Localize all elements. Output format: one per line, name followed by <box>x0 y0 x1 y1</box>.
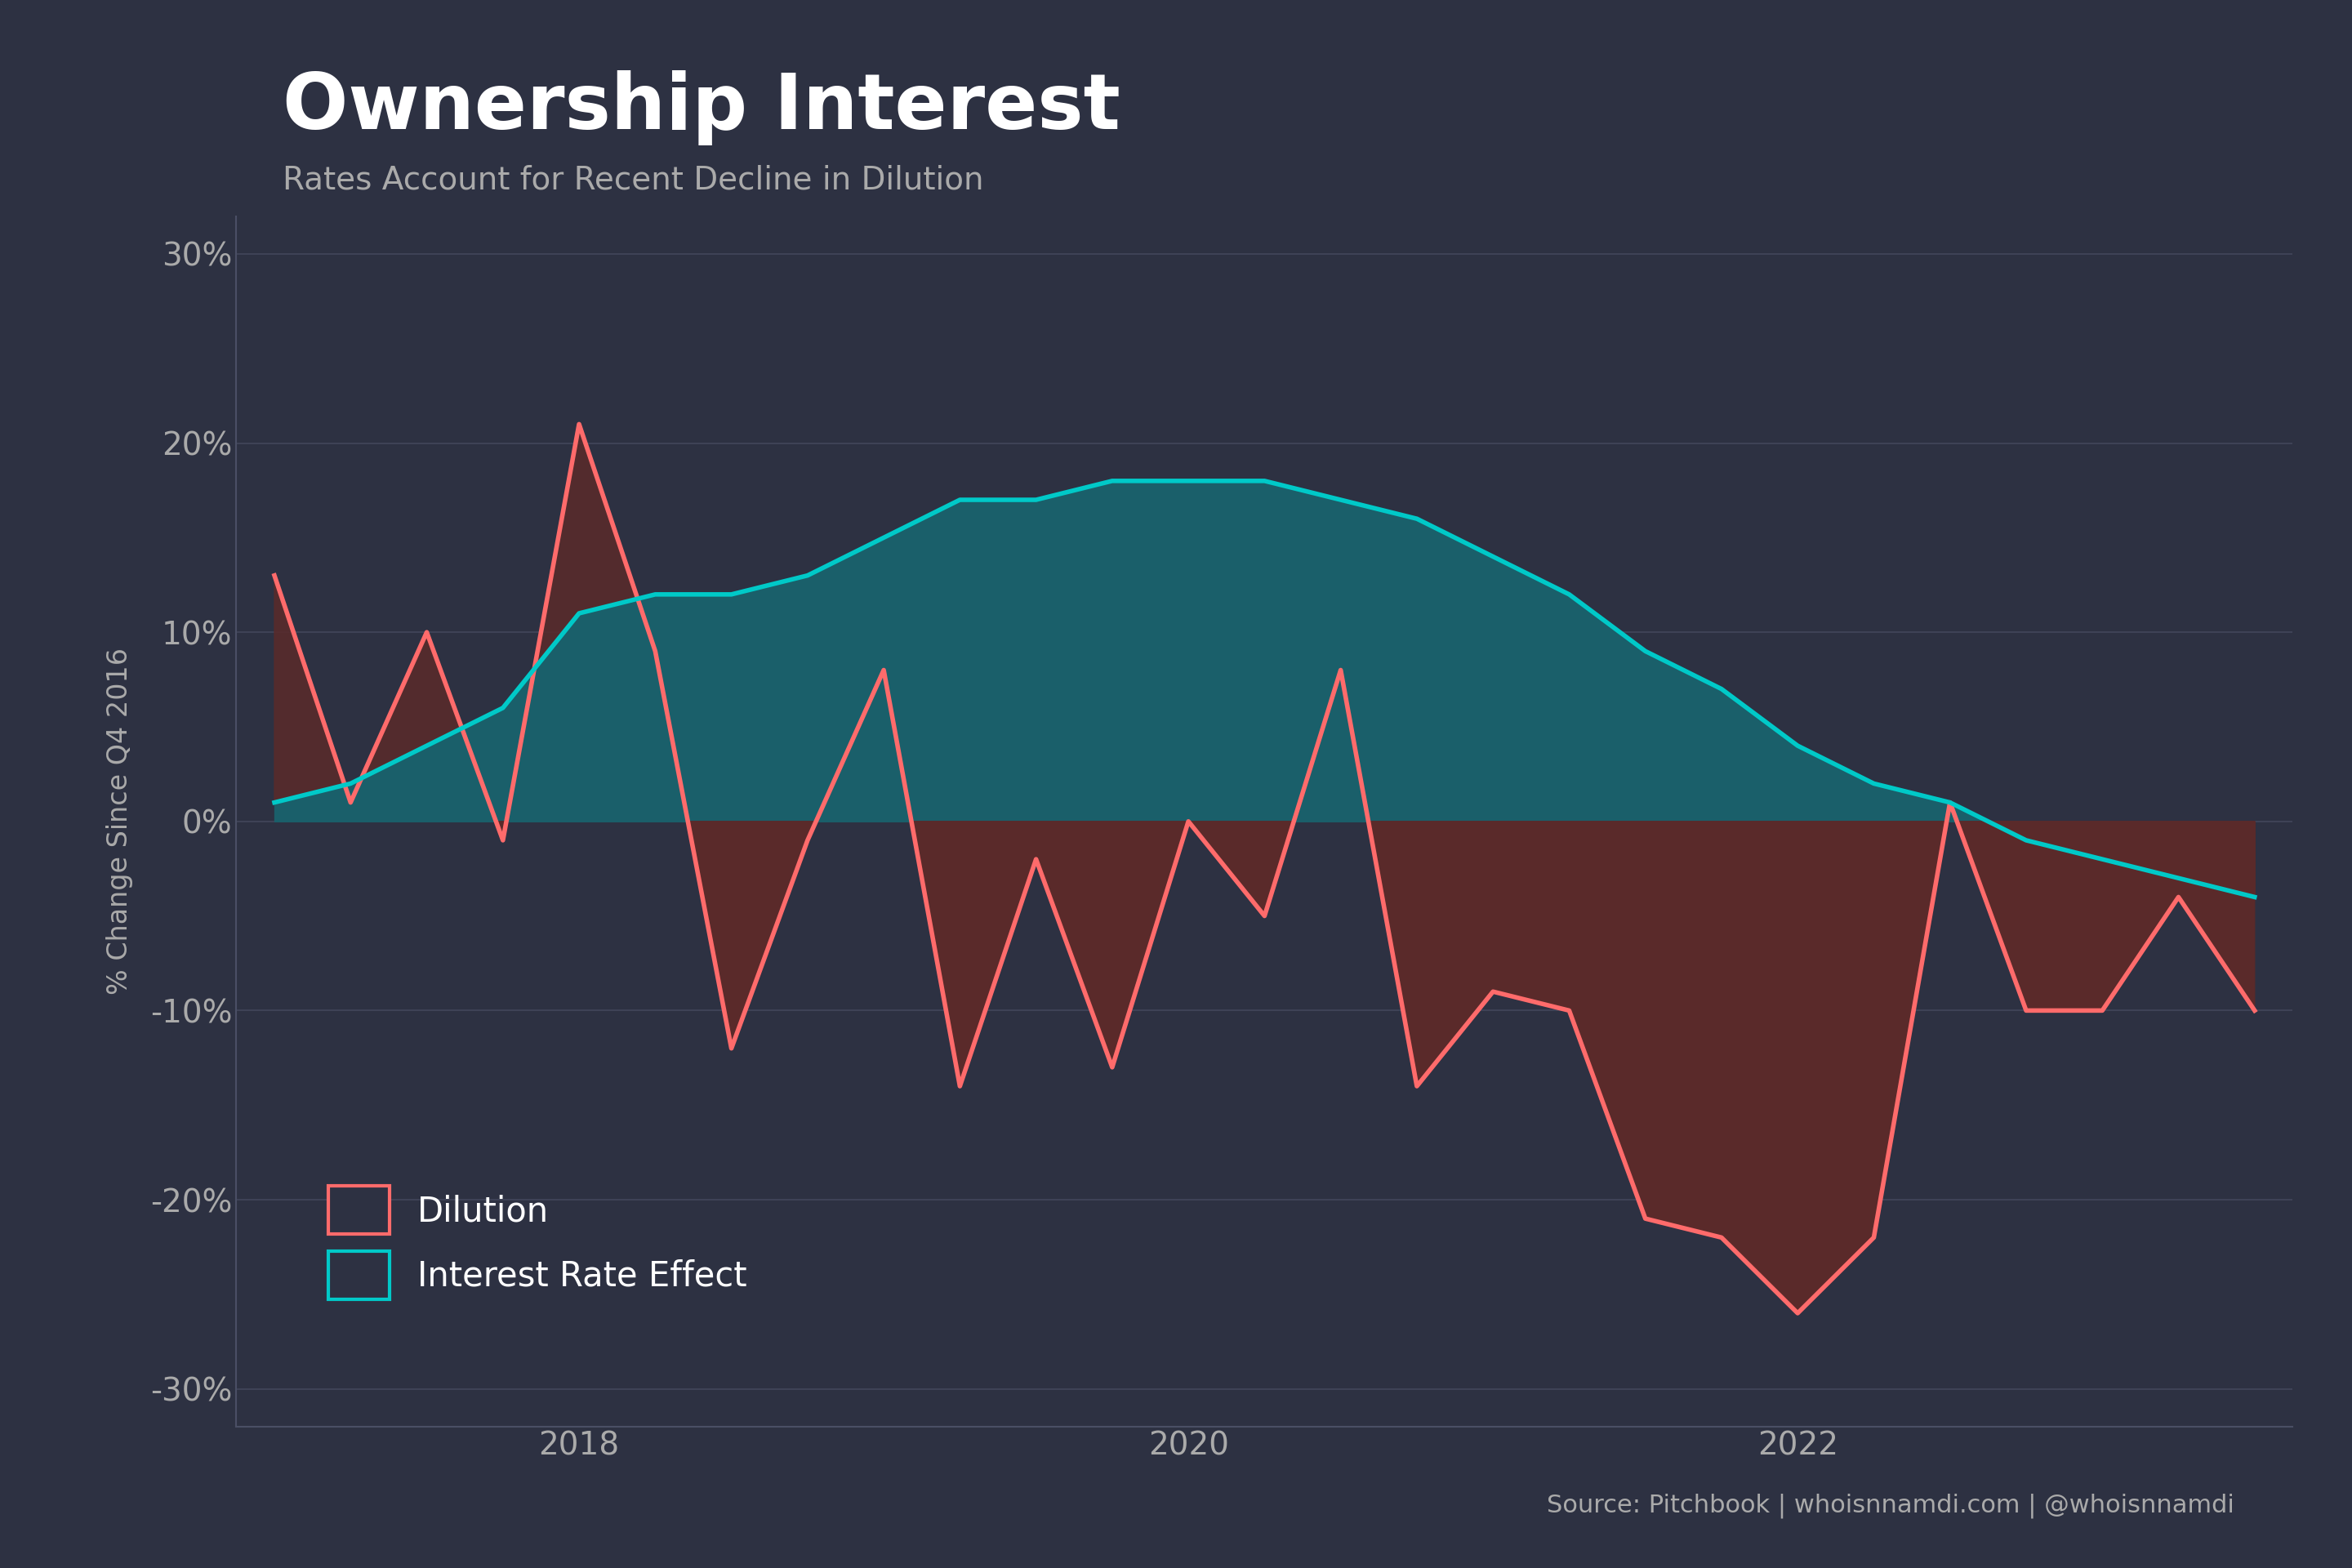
Legend: Dilution, Interest Rate Effect: Dilution, Interest Rate Effect <box>315 1173 760 1312</box>
Text: Rates Account for Recent Decline in Dilution: Rates Account for Recent Decline in Dilu… <box>282 165 983 196</box>
Text: Source: Pitchbook | whoisnnamdi.com | @whoisnnamdi: Source: Pitchbook | whoisnnamdi.com | @w… <box>1548 1493 2234 1518</box>
Text: Ownership Interest: Ownership Interest <box>282 71 1120 146</box>
Y-axis label: % Change Since Q4 2016: % Change Since Q4 2016 <box>106 648 134 996</box>
